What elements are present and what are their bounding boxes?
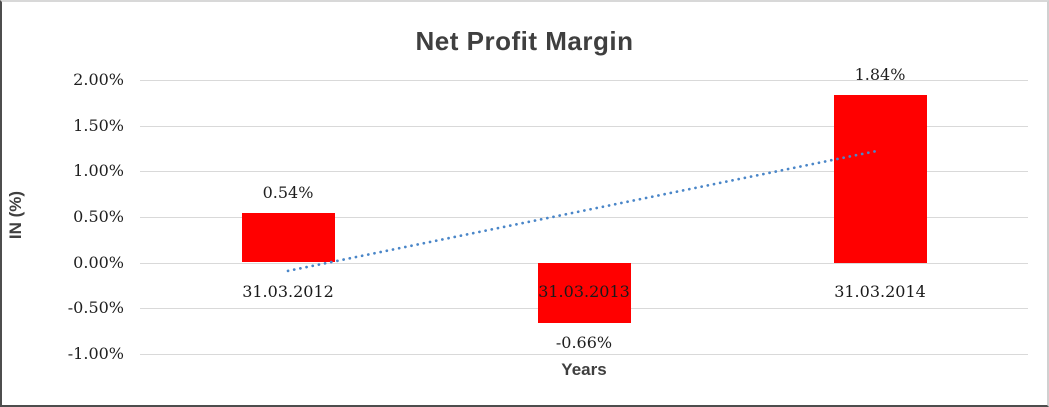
y-tick-label: 1.00% (73, 161, 124, 180)
y-tick-label: -1.00% (67, 344, 124, 363)
y-tick-label: 1.50% (73, 116, 124, 135)
chart-title: Net Profit Margin (415, 26, 634, 56)
bar-value-label: 0.54% (262, 183, 314, 202)
gridline (140, 354, 1028, 355)
x-axis-title: Years (561, 360, 607, 379)
y-tick-label: -0.50% (67, 298, 124, 317)
x-category-label: 31.03.2012 (242, 282, 334, 301)
bar-31.03.2014 (834, 95, 927, 263)
bar-31.03.2013 (538, 263, 631, 323)
gridline (140, 80, 1028, 81)
y-tick-label: 0.50% (73, 207, 124, 226)
bar-value-label: -0.66% (555, 333, 613, 352)
y-tick-label: 0.00% (73, 253, 124, 272)
gridline (140, 126, 1028, 127)
y-tick-label: 2.00% (73, 70, 124, 89)
x-category-label: 31.03.2013 (538, 282, 630, 301)
trendline (286, 148, 882, 273)
bar-value-label: 1.84% (854, 65, 906, 84)
x-category-label: 31.03.2014 (834, 282, 926, 301)
bar-31.03.2012 (242, 213, 335, 262)
